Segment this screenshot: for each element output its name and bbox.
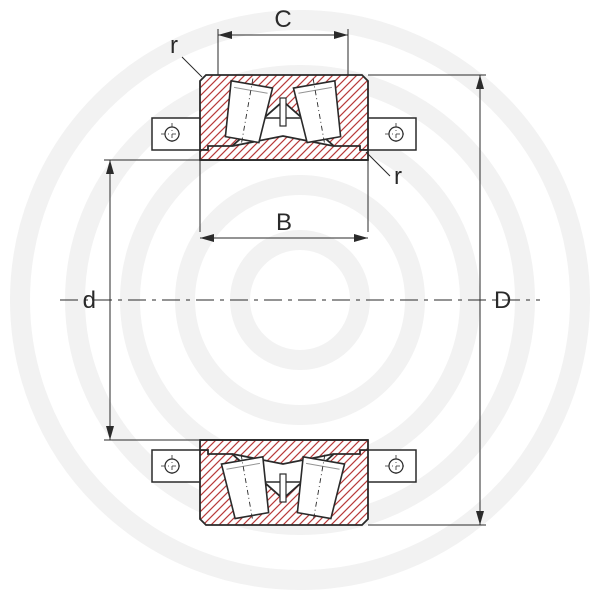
bearing-technical-drawing: C Bd Dr r [0, 0, 600, 600]
dim-label: r [170, 32, 178, 59]
dim-label: B [276, 209, 292, 236]
dim-label: r [394, 163, 402, 190]
dim-label: d [83, 287, 96, 314]
dim-label: C [274, 6, 291, 33]
dim-label: D [494, 287, 511, 314]
